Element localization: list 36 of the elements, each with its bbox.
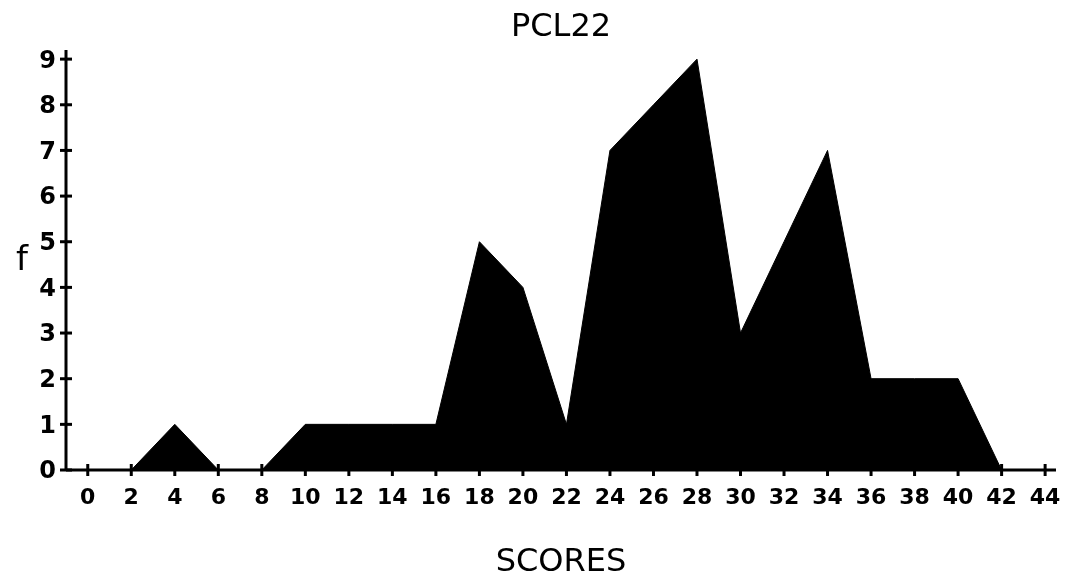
x-tick-label: 42 bbox=[986, 484, 1017, 509]
x-tick-label: 20 bbox=[507, 484, 539, 509]
y-tick-label: 9 bbox=[39, 45, 56, 74]
y-tick-label: 2 bbox=[39, 365, 56, 394]
x-tick-label: 18 bbox=[464, 484, 495, 509]
x-tick-label: 30 bbox=[725, 484, 756, 509]
y-tick-label: 7 bbox=[39, 136, 56, 165]
y-tick-label: 5 bbox=[39, 228, 56, 257]
x-tick-label: 6 bbox=[210, 484, 226, 509]
x-tick-label: 38 bbox=[899, 484, 930, 509]
x-tick-label: 26 bbox=[638, 484, 669, 509]
y-tick-label: 0 bbox=[39, 456, 56, 485]
y-tick-label: 1 bbox=[39, 410, 56, 439]
y-tick-label: 6 bbox=[39, 182, 56, 211]
x-tick-label: 16 bbox=[420, 484, 452, 509]
x-tick-label: 44 bbox=[1029, 484, 1061, 509]
x-tick-label: 0 bbox=[80, 484, 96, 509]
x-tick-label: 10 bbox=[290, 484, 321, 509]
x-tick-label: 24 bbox=[594, 484, 626, 509]
x-tick-label: 40 bbox=[942, 484, 974, 509]
y-axis-title: f bbox=[16, 238, 30, 278]
chart-title: PCL22 bbox=[510, 6, 612, 44]
x-tick-label: 4 bbox=[167, 484, 183, 509]
x-tick-label: 36 bbox=[855, 484, 887, 509]
x-tick-label: 14 bbox=[377, 484, 408, 509]
x-tick-label: 28 bbox=[681, 484, 713, 509]
x-axis-title: SCORES bbox=[495, 541, 627, 579]
y-tick-label: 4 bbox=[39, 273, 56, 302]
y-tick-label: 8 bbox=[39, 91, 56, 120]
x-tick-label: 2 bbox=[123, 484, 139, 509]
x-tick-label: 32 bbox=[768, 484, 800, 509]
x-tick-label: 22 bbox=[551, 484, 582, 509]
y-tick-label: 3 bbox=[39, 319, 56, 348]
x-tick-label: 8 bbox=[254, 484, 270, 509]
x-tick-label: 12 bbox=[333, 484, 365, 509]
x-tick-label: 34 bbox=[812, 484, 843, 509]
